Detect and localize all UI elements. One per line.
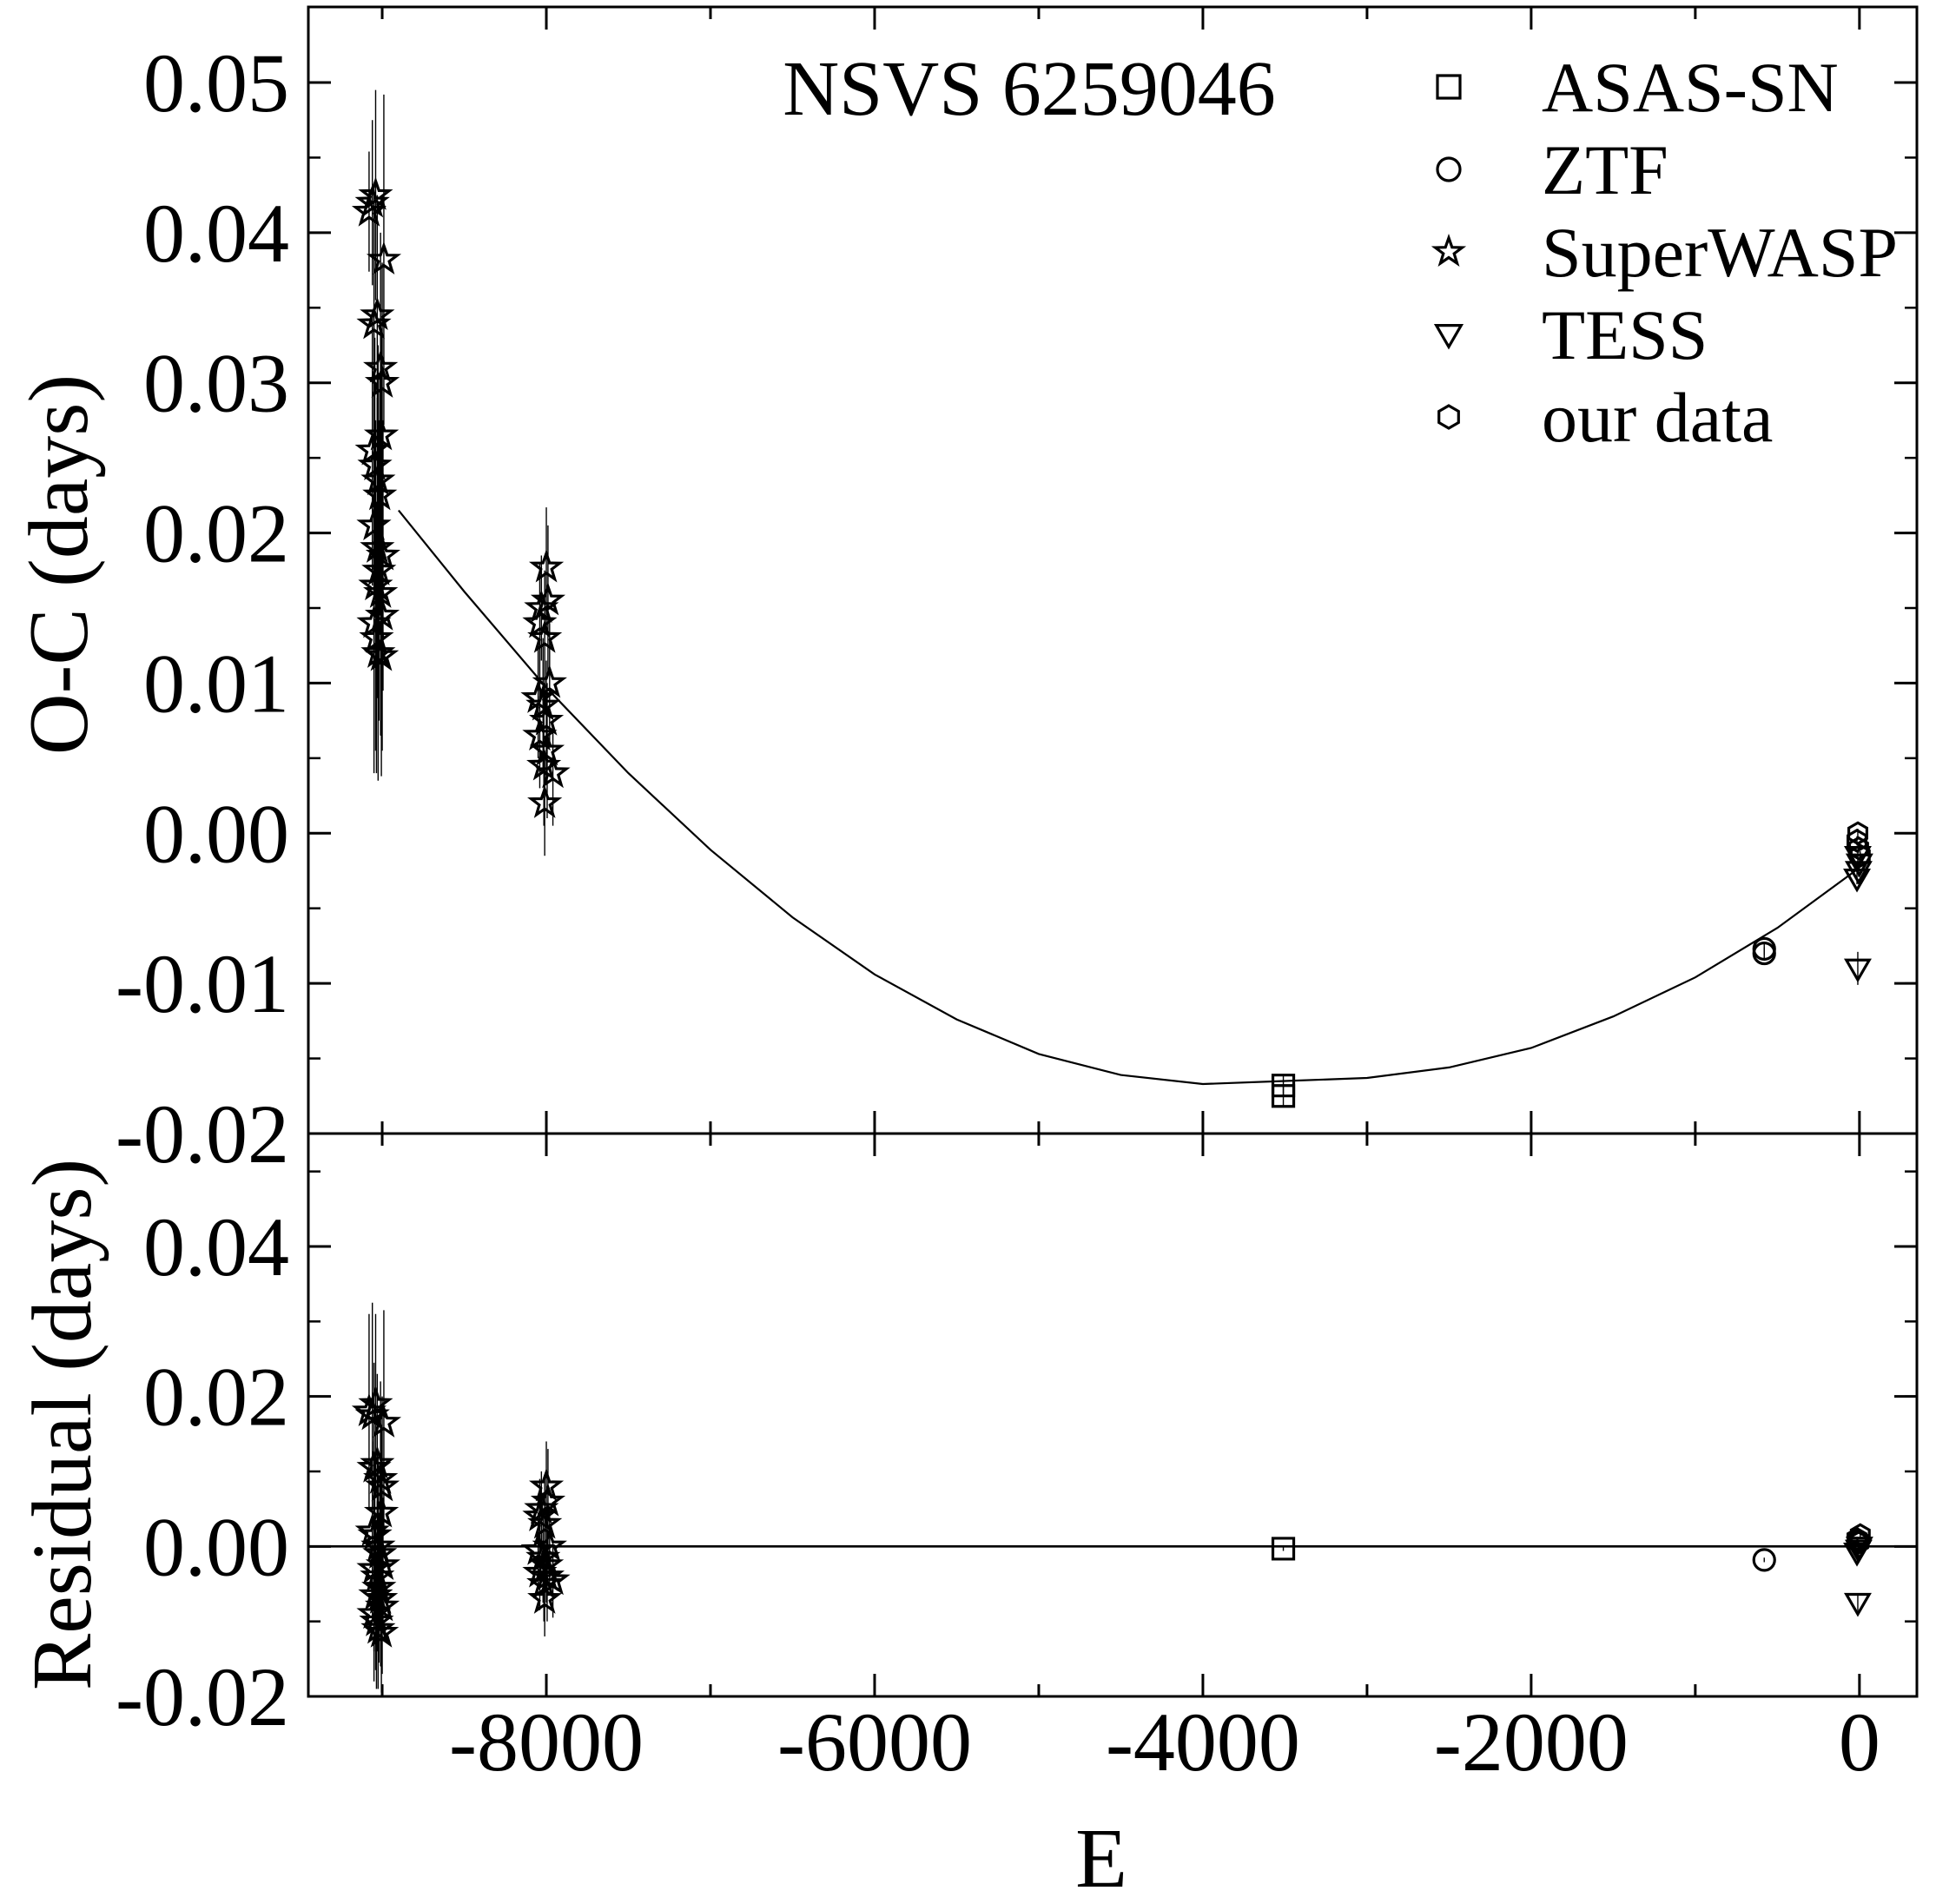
data-point-star [360,634,396,668]
legend-marker-circle [1436,156,1462,182]
bottom-y-tick-label: 0.04 [143,1200,289,1293]
data-point-star [525,687,561,721]
data-point-star [535,754,571,789]
bottom-y-tick-label: 0.00 [143,1500,289,1593]
data-point-star [527,619,563,653]
data-point-star [522,717,558,751]
data-point-star [358,176,393,210]
data-point-star [535,1561,571,1596]
data-point-hexagon [1847,836,1869,861]
data-point-star [522,605,558,638]
bottom-series-our-data [1847,1523,1871,1555]
x-tick-label: -2000 [1434,1696,1629,1788]
data-point-star [363,1614,400,1648]
data-point-circle [1752,941,1776,966]
data-point-star [358,1385,393,1419]
x-tick-label: -8000 [449,1696,644,1788]
data-point-triangle-down [1844,861,1873,885]
chart-title: NSVS 6259046 [783,46,1276,132]
top-y-axis-title: O-C (days) [12,374,106,755]
residual-bottom-panel: 0.04 0.02 0.00 -0.02 [116,1132,1919,1743]
data-point-star [360,529,395,563]
legend-marker-hexagon [1437,404,1460,430]
data-point-star [532,664,567,698]
bottom-y-tick-label: -0.02 [116,1650,289,1743]
bottom-series-ztf [1752,1548,1776,1572]
legend-label: ZTF [1542,130,1668,209]
legend-marker-star [1431,233,1467,268]
data-point-star [361,552,397,585]
data-point-star [363,1494,400,1528]
data-point-star [362,477,398,511]
bottom-plot-frame [307,1132,1919,1698]
legend-label: TESS [1542,295,1708,374]
top-series-our-data [1847,821,1871,869]
bottom-y-axis-title: Residual (days) [16,1159,109,1690]
data-point-star [527,784,563,818]
data-point-star [363,1580,399,1614]
legend-marker-square [1436,74,1462,100]
data-point-star [528,549,565,583]
data-point-star [363,574,399,608]
legend-marker-triangle-down [1433,324,1464,350]
data-point-star [356,1595,392,1630]
quadratic-fit-curve [398,509,1860,1086]
top-series-ztf [1752,936,1776,966]
top-y-tick-label: 0.01 [143,637,289,730]
data-point-star [529,702,565,736]
data-point-star [360,1445,395,1479]
data-point-triangle-down [1843,1592,1872,1617]
x-tick-label: -4000 [1106,1696,1300,1788]
data-point-star [524,1491,559,1524]
data-point-star [520,679,556,713]
legend-label: ASAS-SN [1542,48,1839,127]
top-series-asas-sn [1271,1074,1296,1108]
data-point-star [530,582,566,616]
data-point-star [358,566,393,601]
data-point-star [363,417,400,451]
data-point-square [1271,1537,1296,1561]
data-point-hexagon [1849,843,1871,869]
data-point-star [363,638,400,671]
x-tick-label: -6000 [777,1696,972,1788]
x-tick-label: 0 [1839,1696,1880,1788]
bottom-series-asas-sn [1271,1537,1296,1561]
data-point-star [360,1528,396,1562]
data-point-star [527,1505,563,1539]
data-point-square [1271,1084,1296,1108]
data-point-star [530,1483,566,1517]
top-y-tick-label: 0.03 [143,337,289,430]
bottom-y-tick-label: 0.02 [143,1351,289,1444]
data-point-triangle-down [1843,958,1872,983]
data-point-hexagon [1849,1523,1871,1548]
data-point-star [360,1610,396,1644]
x-axis-title: E [1075,1812,1127,1904]
top-y-tick-label: 0.04 [143,187,289,280]
top-y-tick-label: 0.02 [143,487,289,580]
top-y-tick-label: -0.01 [116,937,289,1030]
top-series-superwasp [351,89,571,856]
oc-top-panel: 0.05 0.04 0.03 0.02 0.01 0.00 -0.01 -0.02 [116,5,1919,1180]
data-point-star [528,1546,565,1581]
data-point-star [527,1580,563,1614]
data-point-star [360,296,395,331]
data-point-star [529,732,565,766]
data-point-circle [1752,1548,1776,1572]
top-y-tick-label: -0.02 [116,1088,289,1180]
top-y-tick-label: 0.05 [143,36,289,129]
data-point-star [365,1546,401,1581]
data-point-star [520,1531,556,1565]
bottom-series-superwasp [351,1302,571,1693]
top-y-tick-label: 0.00 [143,787,289,880]
data-point-star [365,537,400,571]
legend-label: SuperWASP [1542,213,1898,292]
legend-label: our data [1542,378,1773,457]
data-point-star [357,446,393,480]
data-point-star [363,1460,399,1494]
data-point-hexagon [1847,821,1868,846]
data-point-hexagon [1847,1528,1868,1553]
